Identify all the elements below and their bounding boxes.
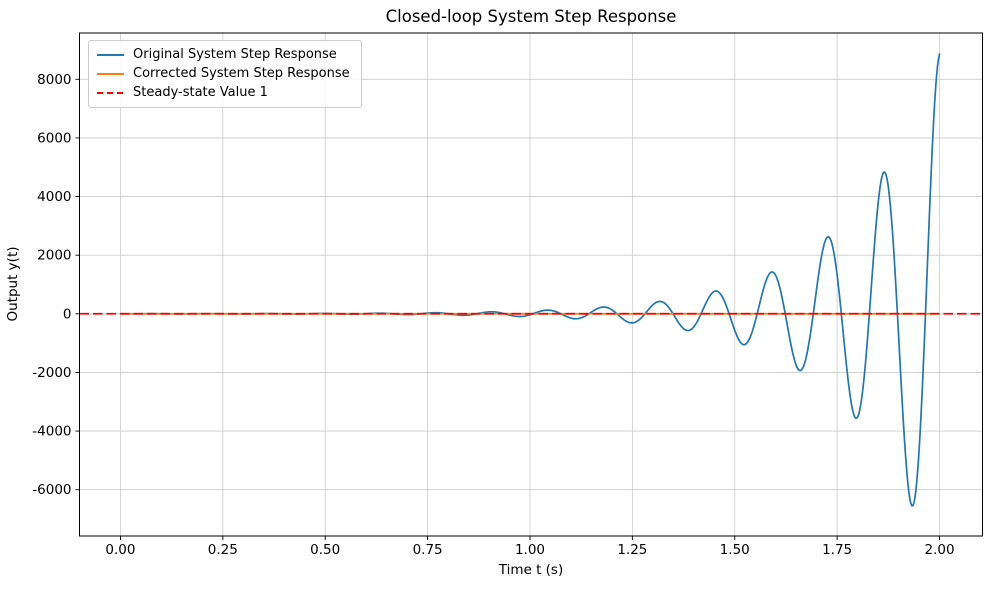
legend-item-original: Original System Step Response [97,47,350,63]
y-tick-label: 8000 [37,72,71,88]
x-axis-label: Time t (s) [498,562,563,578]
x-tick-label: 2.00 [924,542,954,558]
x-tick-label: 0.75 [413,542,443,558]
x-tick-label: 1.25 [617,542,647,558]
legend-label-original: Original System Step Response [133,47,337,62]
legend-label-steady-state: Steady-state Value 1 [133,85,268,100]
y-tick-label: -4000 [32,424,71,440]
legend-line-sample-corrected [97,72,124,76]
legend: Original System Step Response Corrected … [88,40,362,108]
y-tick-label: -2000 [32,365,71,381]
x-tick-label: 1.50 [720,542,750,558]
y-tick-label: 4000 [37,189,71,205]
legend-item-corrected: Corrected System Step Response [97,66,350,82]
x-tick-label: 0.25 [208,542,238,558]
legend-label-corrected: Corrected System Step Response [133,66,350,81]
y-tick-label: -6000 [32,482,71,498]
x-tick-label: 0.00 [105,542,135,558]
plot-layer: 0.00 0.25 0.50 0.75 1.00 1.25 1.50 1.75 2.00 -600… [32,32,983,558]
x-tick-label: 1.00 [515,542,545,558]
legend-item-steady-state: Steady-state Value 1 [97,85,350,101]
chart-title: Closed-loop System Step Response [386,7,677,26]
legend-line-sample-original [97,53,124,57]
y-axis-label: Output y(t) [5,246,21,321]
x-tick-label: 0.50 [310,542,340,558]
y-tick-label: 6000 [37,130,71,146]
legend-line-sample-steady-state [97,91,124,95]
x-tick-label: 1.75 [822,542,852,558]
y-tick-label: 0 [63,306,72,322]
plot-border [79,32,983,537]
y-tick-label: 2000 [37,248,71,264]
